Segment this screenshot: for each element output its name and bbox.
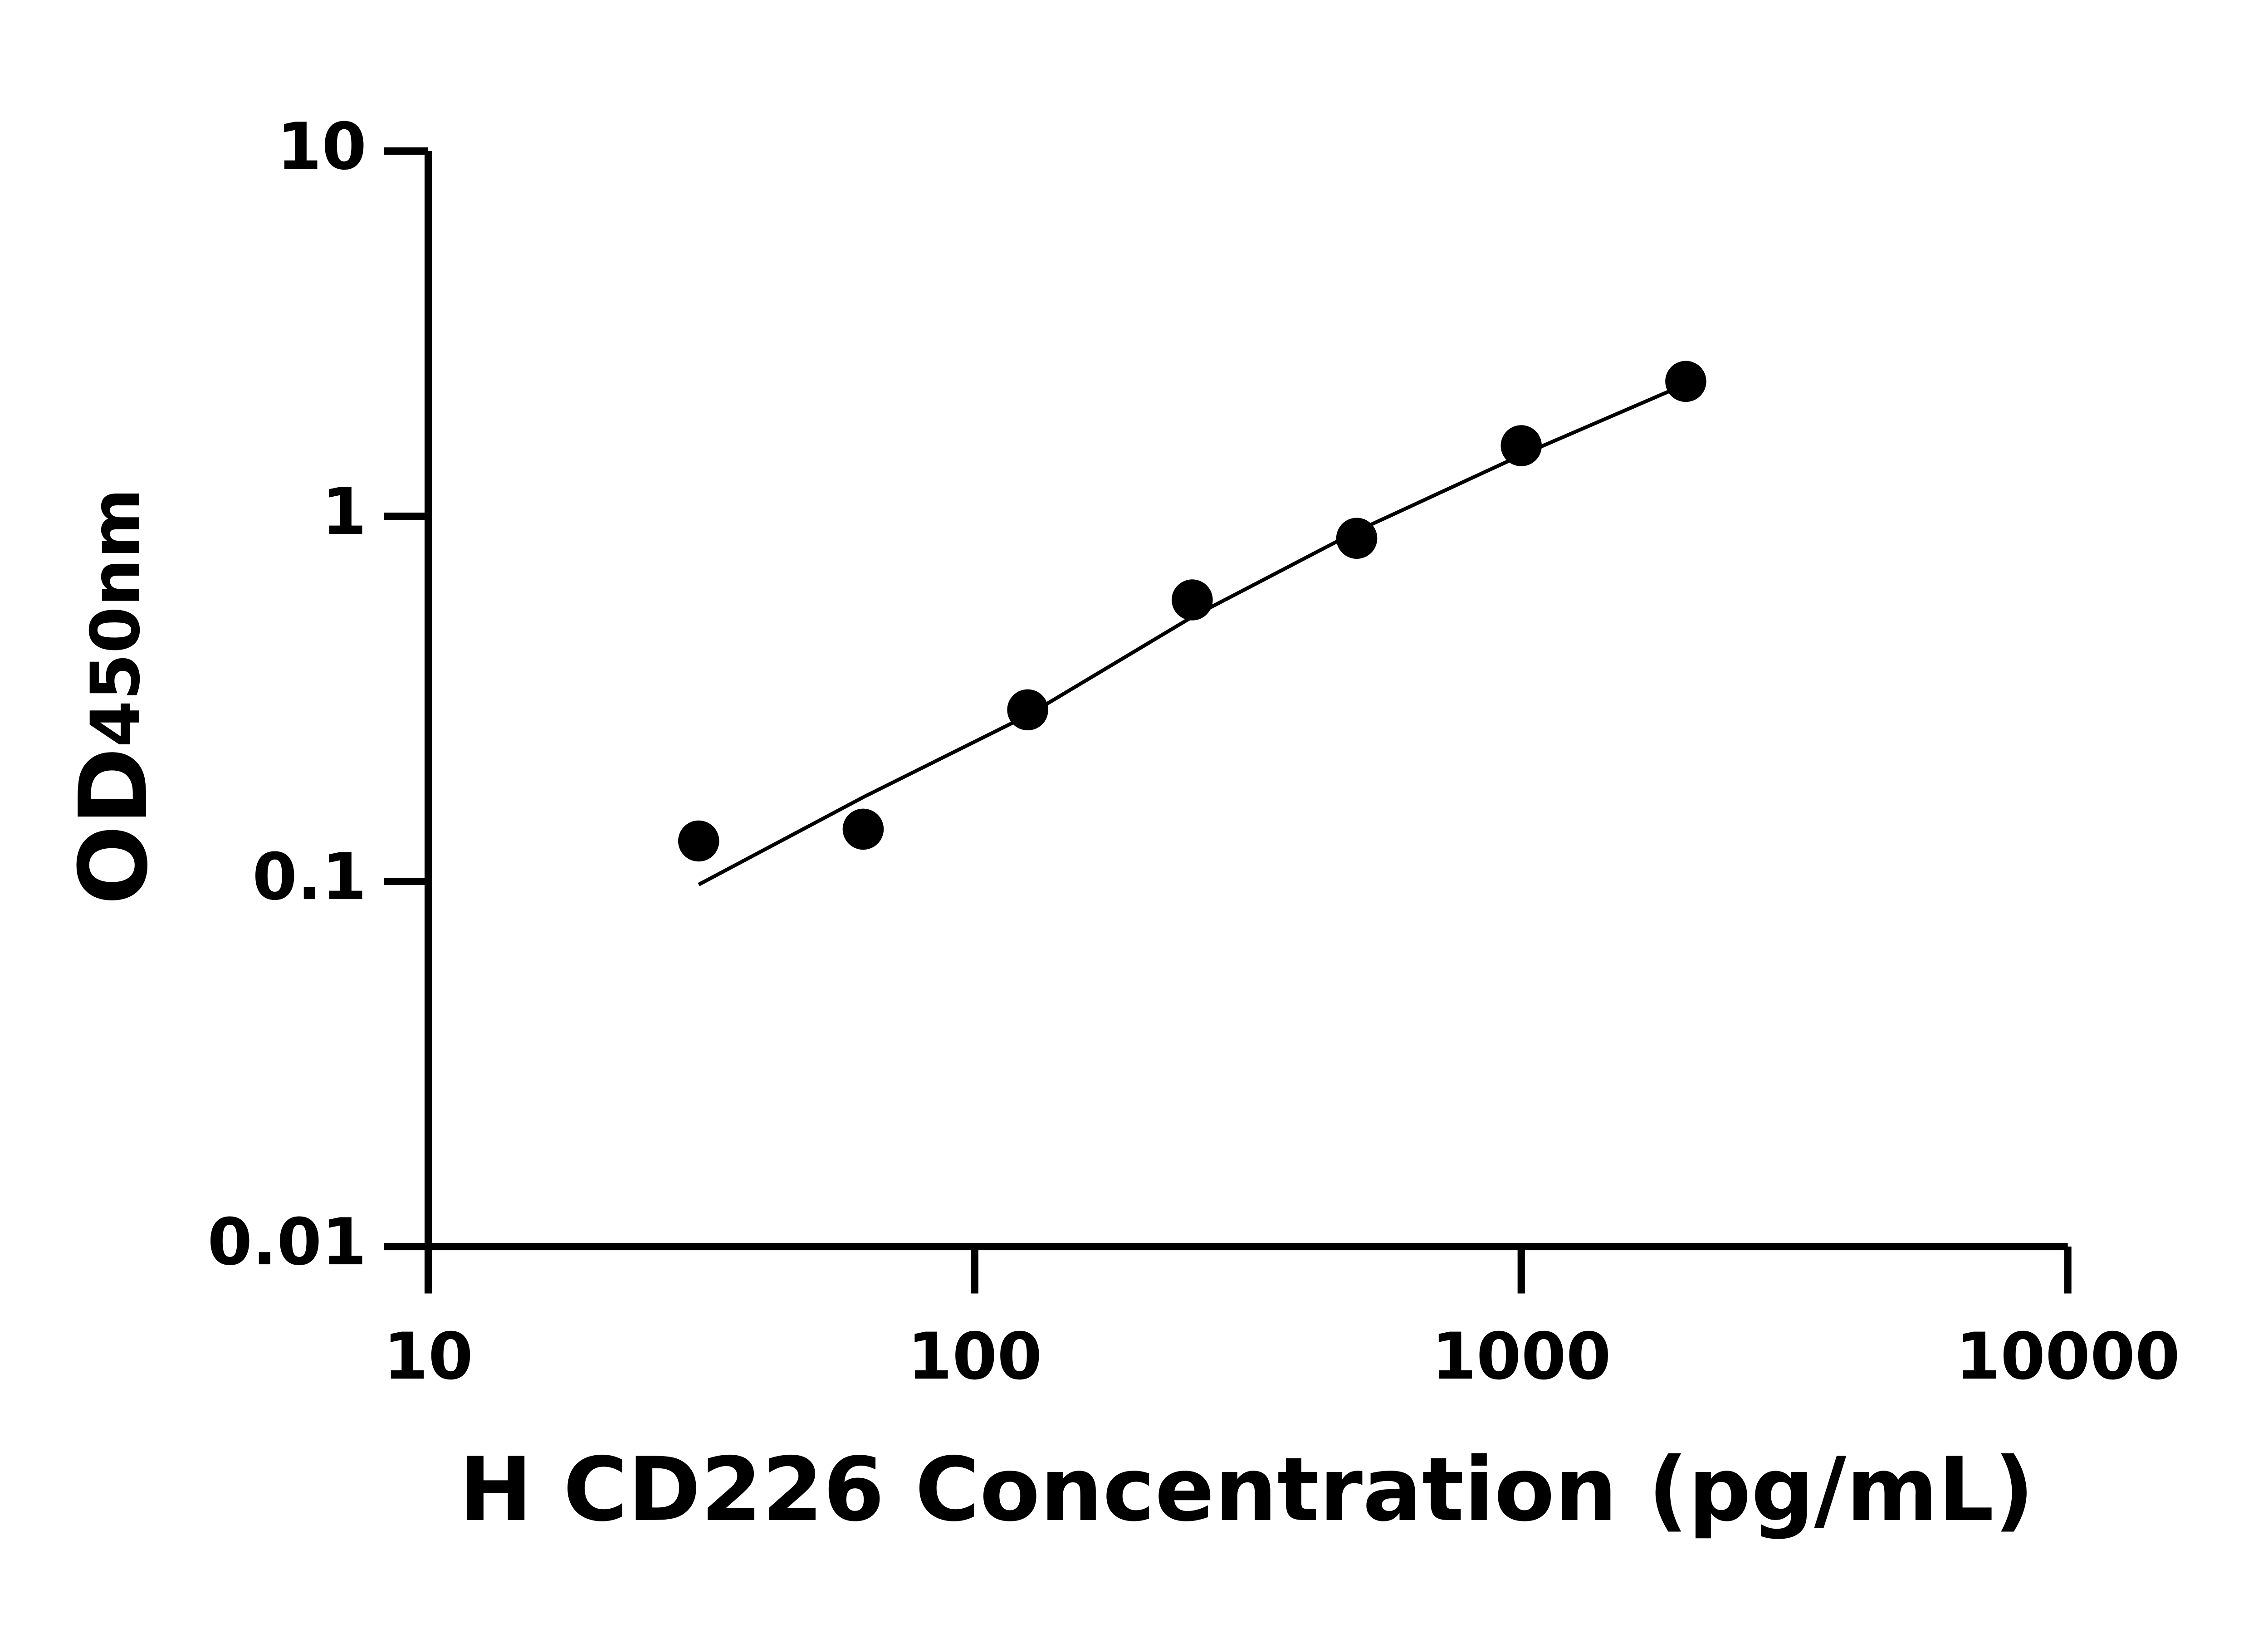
x-tick-label: 10000 [1955,1319,2180,1394]
data-point [842,808,884,850]
data-point [1336,518,1378,559]
data-point [1007,689,1048,731]
y-tick-label: 0.1 [252,839,367,914]
y-axis-title: OD450nm [59,488,168,905]
data-point [678,820,719,862]
y-tick-label: 1 [322,474,367,549]
y-axis-title-sub: 450nm [77,488,155,747]
fit-line [698,382,1687,886]
x-tick-label: 100 [907,1319,1042,1394]
y-axis-title-main: OD [59,747,168,905]
x-axis-title: H CD226 Concentration (pg/mL) [459,1438,2034,1541]
data-point [1501,425,1542,466]
x-tick-label: 1000 [1432,1319,1611,1394]
x-tick-label: 10 [383,1319,473,1394]
data-point [1665,361,1706,402]
data-point [1172,579,1213,621]
y-tick-label: 10 [277,109,367,184]
y-tick-label: 0.01 [207,1204,367,1280]
